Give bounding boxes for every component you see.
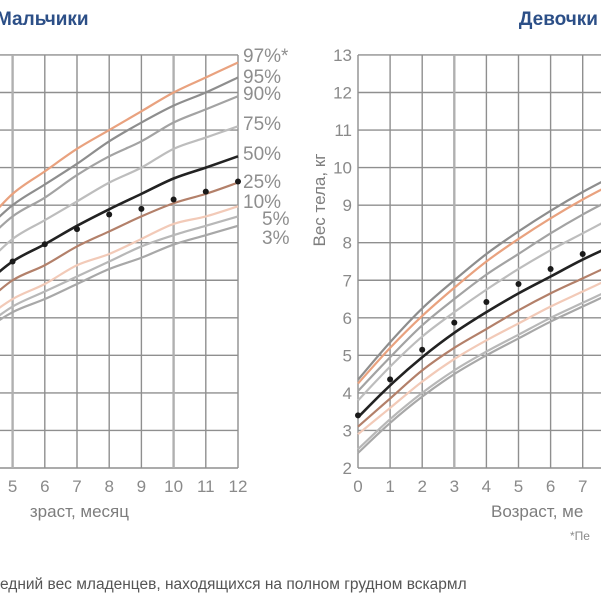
girls-curve-90	[357, 203, 601, 392]
percentile-label: 5%	[262, 209, 290, 230]
girls-data-point	[419, 346, 426, 353]
boys-data-point	[74, 226, 80, 233]
boys-x-tick-label: 8	[104, 477, 113, 496]
boys-x-tick-label: 6	[40, 477, 49, 496]
percentile-label: 10%	[243, 192, 281, 213]
boys-x-tick-label: 10	[164, 477, 183, 496]
girls-y-tick-label: 13	[333, 46, 352, 65]
boys-curve-3	[0, 224, 239, 321]
percentile-label: 90%	[243, 84, 281, 105]
percentile-label: 97%*	[243, 46, 289, 67]
girls-data-point	[387, 376, 394, 383]
boys-curve-5	[0, 215, 239, 317]
girls-x-axis-label: Возраст, ме	[491, 502, 583, 521]
percentile-label: 3%	[262, 228, 290, 249]
boys-x-tick-label: 7	[72, 477, 81, 496]
girls-y-tick-label: 7	[343, 271, 352, 290]
boys-curve-75	[0, 125, 239, 252]
girls-curve-50	[357, 249, 601, 419]
girls-y-tick-label: 8	[343, 234, 352, 253]
percentile-label: 95%	[243, 67, 281, 88]
girls-curve-25	[357, 268, 601, 428]
girls-x-tick-label: 4	[482, 477, 491, 496]
percentile-label: 75%	[243, 114, 281, 135]
boys-curve-90	[0, 95, 239, 229]
girls-x-tick-label: 6	[546, 477, 555, 496]
girls-x-tick-label: 1	[385, 477, 394, 496]
boys-data-point	[106, 211, 113, 218]
girls-y-tick-label: 10	[333, 159, 352, 178]
girls-data-point	[515, 281, 522, 288]
girls-curves	[355, 181, 601, 454]
girls-y-tick-label: 2	[343, 459, 352, 478]
girls-x-tick-label: 2	[417, 477, 426, 496]
footnote: *Пе	[570, 529, 590, 543]
boys-x-tick-label: 11	[197, 477, 215, 496]
girls-curve-95	[357, 188, 601, 385]
girls-x-tick-label: 5	[514, 477, 523, 496]
boys-data-point	[235, 178, 241, 185]
girls-title: Девочки	[519, 9, 598, 30]
girls-y-tick-label: 12	[333, 84, 352, 103]
girls-data-point	[547, 265, 554, 272]
caption: едний вес младенцев, находящихся на полн…	[0, 576, 467, 593]
boys-x-axis-label: зраст, месяц	[30, 502, 129, 521]
girls-x-tick-label: 7	[578, 477, 587, 496]
boys-curve-25	[0, 181, 239, 292]
girls-y-tick-label: 5	[343, 346, 352, 365]
girls-y-tick-label: 3	[343, 421, 352, 440]
boys-title: Мальчики	[0, 9, 89, 30]
girls-curve-3	[357, 296, 601, 454]
labels: 5 6 7 8 9 10 11 12 0 1 2 3 4 5 6 7234567891011121397%*9…	[8, 46, 588, 496]
girls-x-tick-label: 0	[353, 477, 362, 496]
girls-y-axis-label: Вес тела, кг	[310, 154, 329, 247]
girls-data-point	[355, 412, 361, 419]
boys-data-point	[9, 258, 16, 265]
boys-curve-95	[0, 76, 239, 218]
boys-data-point	[202, 188, 209, 195]
girls-x-tick-label: 3	[450, 477, 459, 496]
girls-grid	[357, 54, 601, 469]
girls-curve-10	[357, 281, 601, 436]
boys-curves	[0, 61, 241, 321]
boys-data-point	[170, 196, 177, 203]
boys-x-tick-label: 5	[8, 477, 17, 496]
boys-x-tick-label: 12	[229, 477, 248, 496]
boys-data-point	[138, 205, 145, 212]
girls-curve-97	[357, 181, 601, 381]
girls-data-point	[451, 319, 458, 326]
boys-curve-10	[0, 205, 239, 309]
boys-grid	[0, 54, 239, 469]
percentile-label: 25%	[243, 172, 281, 193]
boys-data-point	[41, 241, 48, 248]
girls-y-tick-label: 4	[343, 384, 352, 403]
girls-curve-75	[357, 222, 601, 402]
girls-y-tick-label: 6	[343, 309, 352, 328]
boys-x-tick-label: 9	[137, 477, 146, 496]
boys-curve-97	[0, 61, 239, 209]
percentile-label: 50%	[243, 144, 281, 165]
girls-y-tick-label: 11	[334, 121, 352, 140]
girls-curve-5	[357, 293, 601, 451]
girls-data-point	[579, 250, 586, 257]
girls-y-tick-label: 9	[343, 196, 352, 215]
girls-data-point	[483, 299, 490, 306]
